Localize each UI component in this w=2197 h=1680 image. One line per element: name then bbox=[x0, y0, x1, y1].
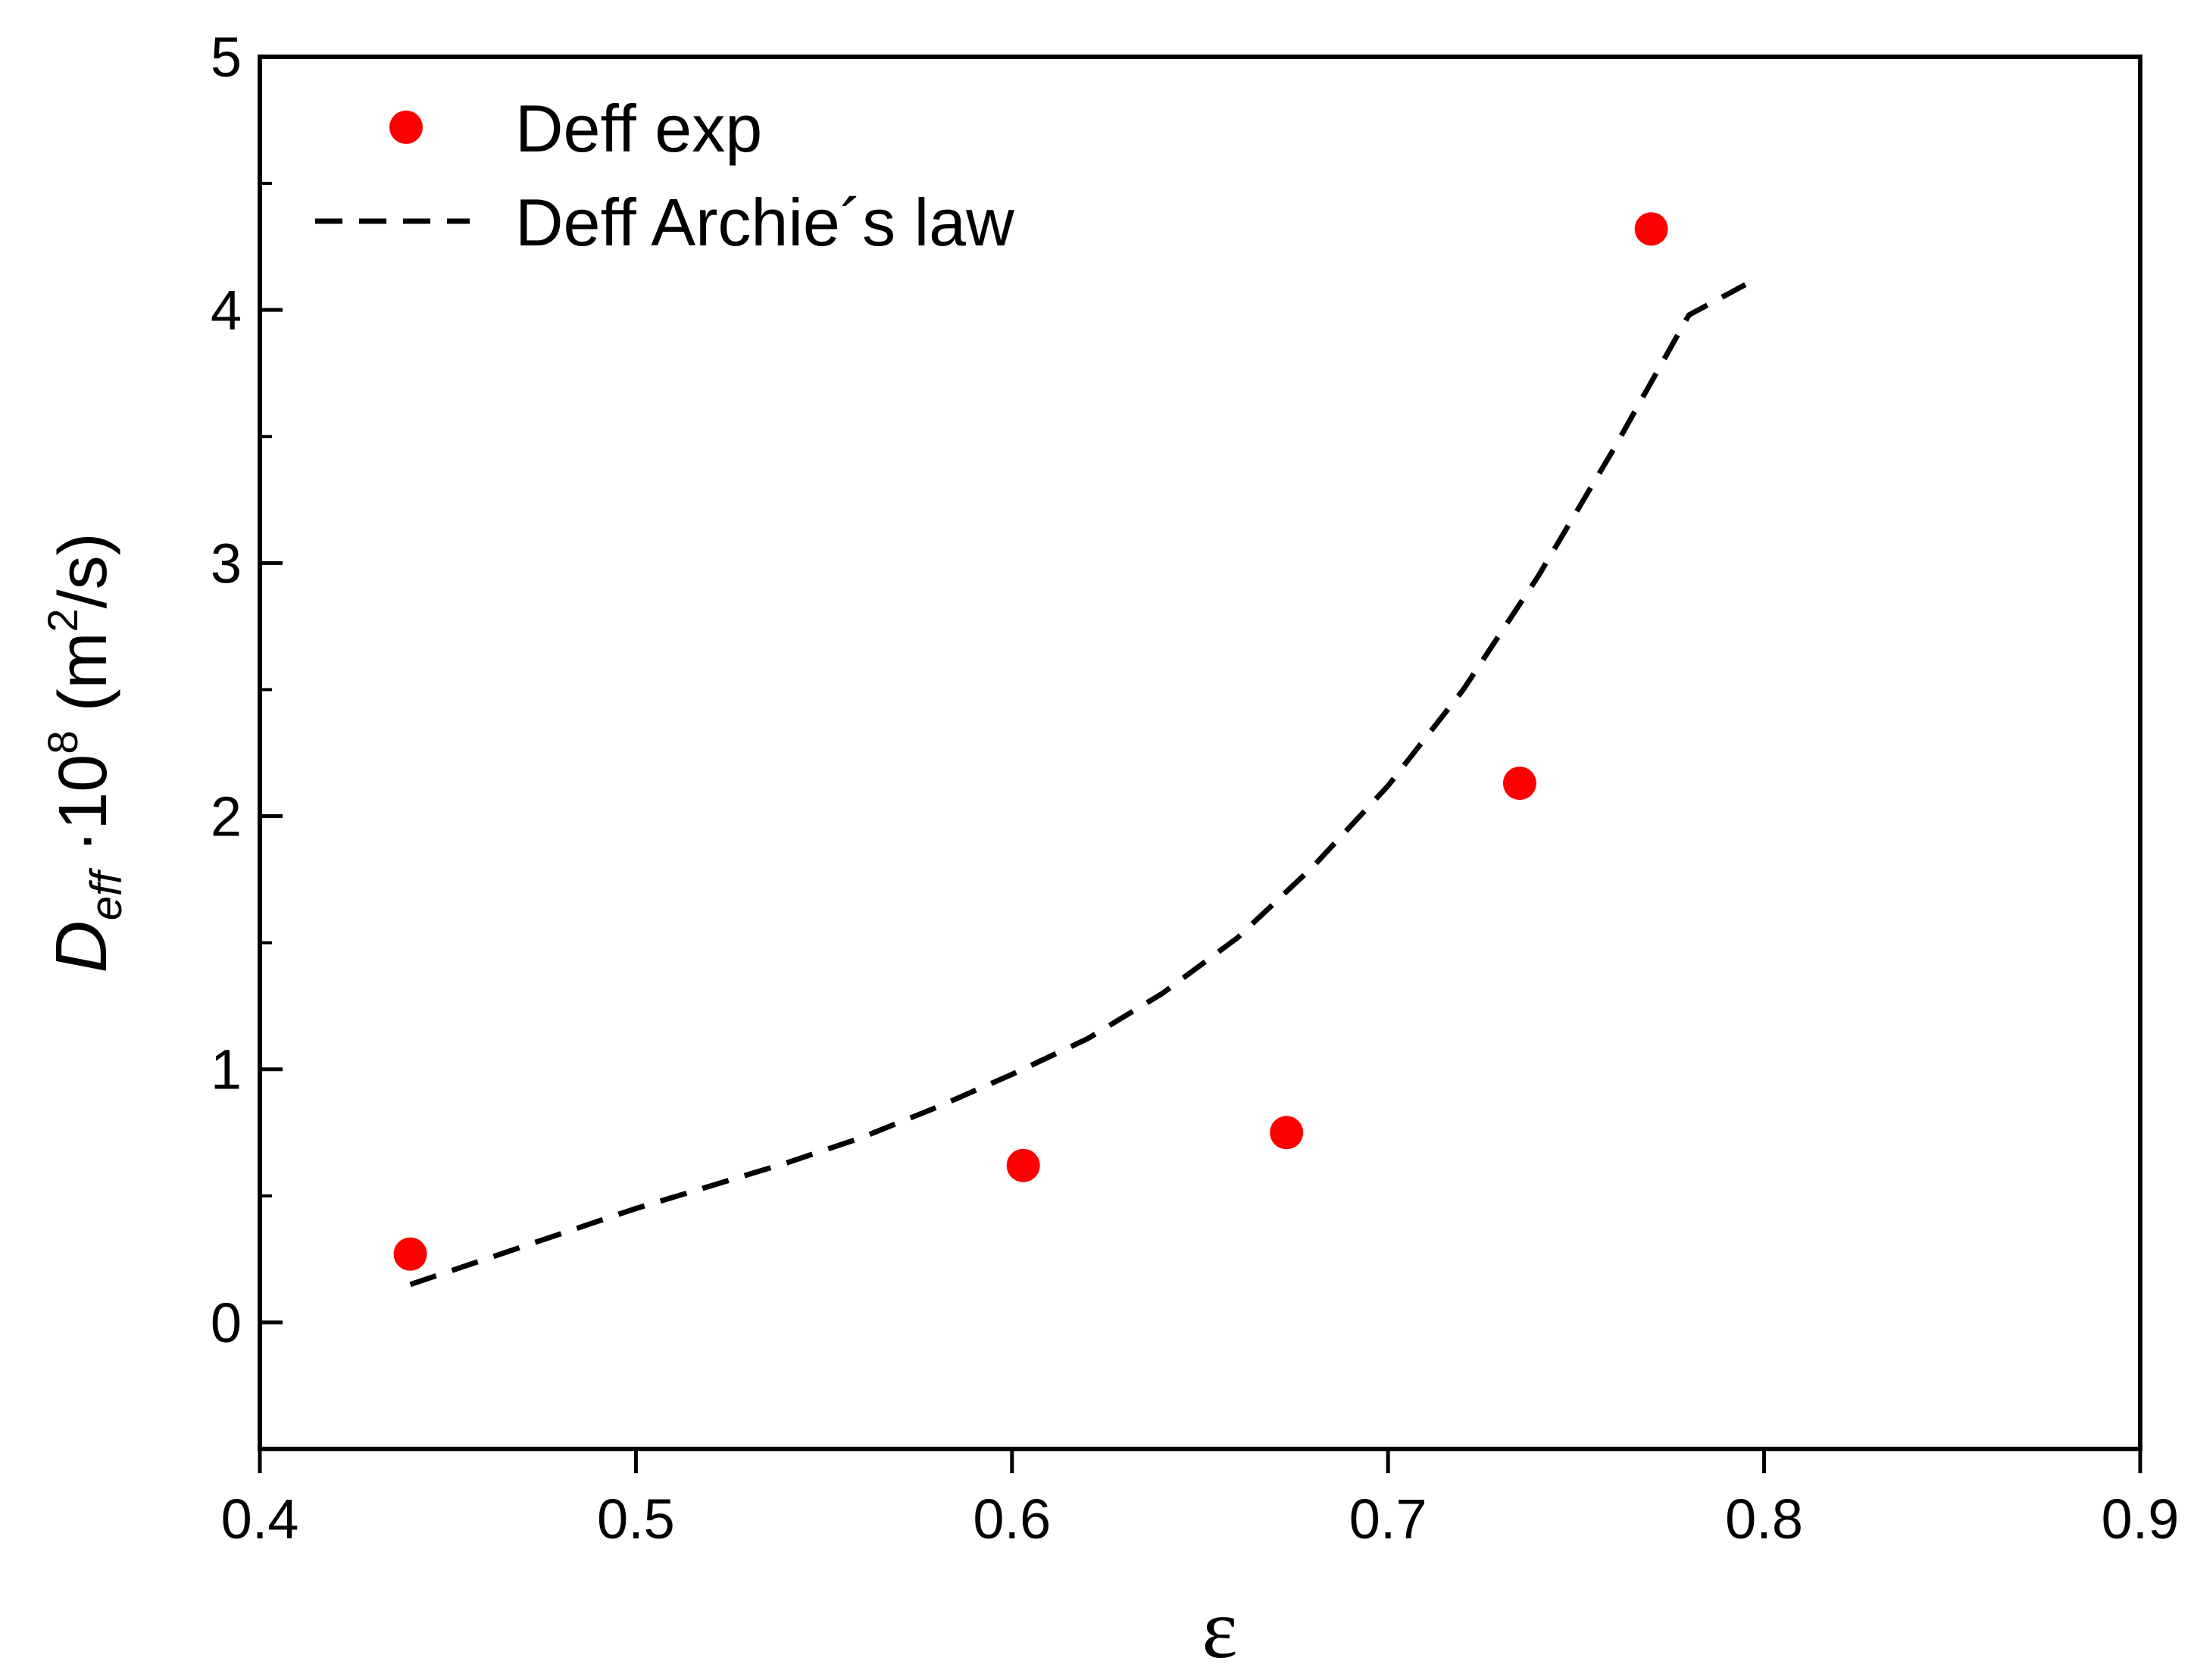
data-point-3 bbox=[1270, 1116, 1304, 1150]
data-point-1 bbox=[393, 1237, 427, 1271]
archie-law-line bbox=[409, 282, 1747, 1288]
data-point-4 bbox=[1502, 767, 1536, 801]
legend-marker-deff-exp bbox=[389, 111, 423, 144]
data-point-2 bbox=[1006, 1148, 1040, 1182]
y-title-symbol: D bbox=[41, 920, 122, 973]
data-point-5 bbox=[1634, 212, 1668, 246]
x-tick-label: 0.9 bbox=[2102, 1488, 2180, 1550]
plot-area bbox=[393, 212, 1747, 1288]
y-tick-label: 3 bbox=[211, 532, 242, 595]
x-tick-label: 0.5 bbox=[597, 1488, 675, 1550]
y-title-unit-exponent: 2 bbox=[39, 608, 86, 632]
y-axis-ticks: 0 1 2 3 4 5 bbox=[211, 26, 283, 1450]
y-title-unit-open: (m bbox=[45, 632, 121, 731]
y-tick-label: 5 bbox=[211, 26, 242, 89]
x-tick-label: 0.8 bbox=[1725, 1488, 1803, 1550]
x-axis-title: ε bbox=[1202, 1582, 1237, 1676]
y-tick-label: 0 bbox=[211, 1291, 242, 1354]
legend-label-archie: Deff Archie´s law bbox=[515, 185, 1014, 260]
y-title-subscript: eff bbox=[82, 867, 131, 920]
x-tick-label: 0.4 bbox=[221, 1488, 299, 1550]
y-title-exponent: 8 bbox=[39, 731, 86, 754]
y-tick-label: 1 bbox=[211, 1038, 242, 1101]
plot-frame bbox=[258, 55, 2142, 1451]
x-tick-label: 0.7 bbox=[1349, 1488, 1427, 1550]
x-tick-label: 0.6 bbox=[973, 1488, 1051, 1550]
y-title-factor: ·10 bbox=[45, 754, 121, 872]
x-axis-ticks: 0.4 0.5 0.6 0.7 0.8 0.9 bbox=[221, 1449, 2180, 1550]
legend-label-deff-exp: Deff exp bbox=[515, 91, 762, 166]
legend: Deff exp Deff Archie´s law bbox=[315, 91, 1014, 260]
y-tick-label: 4 bbox=[211, 279, 242, 342]
y-axis-title: Deff ·108 (m2/s) bbox=[39, 532, 131, 973]
y-title-unit-close: /s) bbox=[45, 532, 121, 608]
y-tick-label: 2 bbox=[211, 785, 242, 848]
